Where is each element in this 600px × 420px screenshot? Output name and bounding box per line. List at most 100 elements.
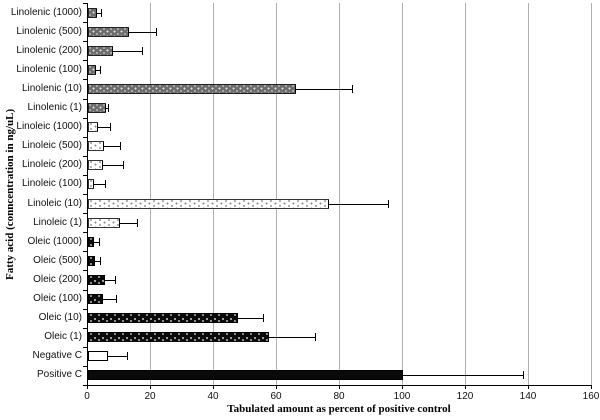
category-label: Linoleic (200): [21, 159, 82, 171]
y-axis-tick: [83, 346, 87, 348]
y-axis-tick: [83, 213, 87, 215]
x-axis-tick: [465, 385, 466, 389]
error-bar-cap-high: [387, 199, 389, 208]
category-label: Oleic (1): [44, 331, 82, 343]
x-tick-label: 60: [270, 391, 282, 402]
error-bar-line: [119, 222, 138, 224]
y-axis-tick: [83, 174, 87, 176]
bar-linoleic: [88, 198, 329, 209]
y-axis-tick: [83, 385, 87, 386]
y-axis-tick: [83, 22, 87, 24]
error-bar-cap-high: [156, 27, 158, 36]
bar-linoleic: [88, 160, 104, 171]
error-bar-cap-low: [236, 314, 238, 323]
error-bar-cap-low: [103, 142, 105, 151]
error-bar-line: [92, 184, 105, 186]
gridline: [339, 3, 340, 385]
gridline: [402, 3, 403, 385]
error-bar-cap-low: [102, 161, 104, 170]
y-axis-tick: [83, 60, 87, 62]
error-bar-cap-high: [99, 237, 101, 246]
x-axis-title: Tabulated amount as percent of positive …: [227, 403, 451, 415]
category-label: Linoleic (1000): [16, 121, 82, 133]
error-bar-cap-high: [104, 180, 106, 189]
error-bar-cap-high: [122, 161, 124, 170]
error-bar-line: [102, 299, 117, 301]
y-axis-tick: [83, 41, 87, 43]
bar-oleic: [88, 313, 238, 324]
error-bar-line: [92, 241, 100, 243]
error-bar-line: [112, 50, 143, 52]
error-bar-line: [105, 108, 108, 110]
error-bar-line: [402, 375, 524, 377]
error-bar-cap-low: [93, 256, 95, 265]
x-axis-tick: [150, 385, 151, 389]
category-label: Negative C: [32, 350, 82, 362]
y-axis-tick: [83, 79, 87, 81]
error-bar-line: [103, 279, 116, 281]
error-bar-cap-high: [127, 352, 128, 361]
x-tick-label: 20: [144, 391, 156, 402]
gridline: [276, 3, 277, 385]
y-axis-tick: [83, 3, 87, 4]
y-axis-tick: [83, 308, 87, 310]
gridline: [528, 3, 529, 385]
y-axis-tick: [83, 194, 87, 195]
bar-oleic: [88, 294, 104, 305]
gridline: [150, 3, 151, 385]
category-label: Oleic (1000): [27, 235, 82, 247]
y-axis-tick: [83, 155, 87, 157]
error-bar-cap-high: [142, 46, 144, 55]
x-axis-tick: [213, 385, 214, 389]
gridline: [465, 3, 466, 385]
error-bar-cap-high: [100, 8, 102, 17]
error-bar-cap-low: [294, 84, 296, 93]
error-bar-cap-high: [100, 256, 102, 265]
category-label: Linoleic (500): [21, 140, 82, 152]
error-bar-cap-low: [96, 8, 98, 17]
bar-linolenic: [88, 45, 114, 56]
x-axis-tick: [591, 385, 592, 389]
error-bar-cap-low: [402, 371, 403, 380]
x-axis-tick: [528, 385, 529, 389]
category-label: Linoleic (1): [33, 216, 82, 228]
error-bar-cap-high: [115, 275, 117, 284]
error-bar-line: [93, 260, 101, 262]
y-axis-tick: [83, 251, 87, 253]
category-label: Oleic (200): [33, 273, 82, 285]
error-bar-cap-low: [103, 275, 105, 284]
error-bar-cap-low: [268, 333, 270, 342]
gridline: [213, 3, 214, 385]
error-bar-cap-low: [112, 46, 114, 55]
error-bar-line: [268, 337, 316, 339]
x-axis-tick: [402, 385, 403, 389]
error-bar-cap-low: [327, 199, 329, 208]
x-axis-tick: [87, 385, 88, 389]
error-bar-cap-high: [523, 371, 525, 380]
error-bar-line: [97, 127, 111, 129]
error-bar-cap-low: [119, 218, 121, 227]
category-label: Linolenic (10): [21, 82, 82, 94]
error-bar-line: [236, 318, 264, 320]
category-label: Positive C: [36, 369, 82, 381]
category-label: Linoleic (10): [27, 197, 82, 209]
error-bar-line: [103, 146, 121, 148]
y-axis-tick: [83, 327, 87, 329]
y-axis-tick: [83, 270, 87, 272]
error-bar-line: [102, 165, 123, 167]
error-bar-cap-high: [120, 142, 122, 151]
error-bar-cap-high: [107, 104, 109, 113]
bar-oleic: [88, 332, 270, 343]
bar-linolenic: [88, 83, 296, 94]
error-bar-cap-low: [105, 104, 107, 113]
category-label: Linolenic (500): [16, 25, 82, 37]
error-bar-cap-low: [107, 352, 109, 361]
error-bar-cap-high: [110, 123, 112, 132]
error-bar-line: [127, 31, 157, 33]
y-axis-tick: [83, 365, 87, 367]
x-tick-label: 40: [207, 391, 219, 402]
bar-linolenic: [88, 26, 129, 37]
y-axis-tick: [83, 117, 87, 119]
error-bar-line: [327, 203, 388, 205]
